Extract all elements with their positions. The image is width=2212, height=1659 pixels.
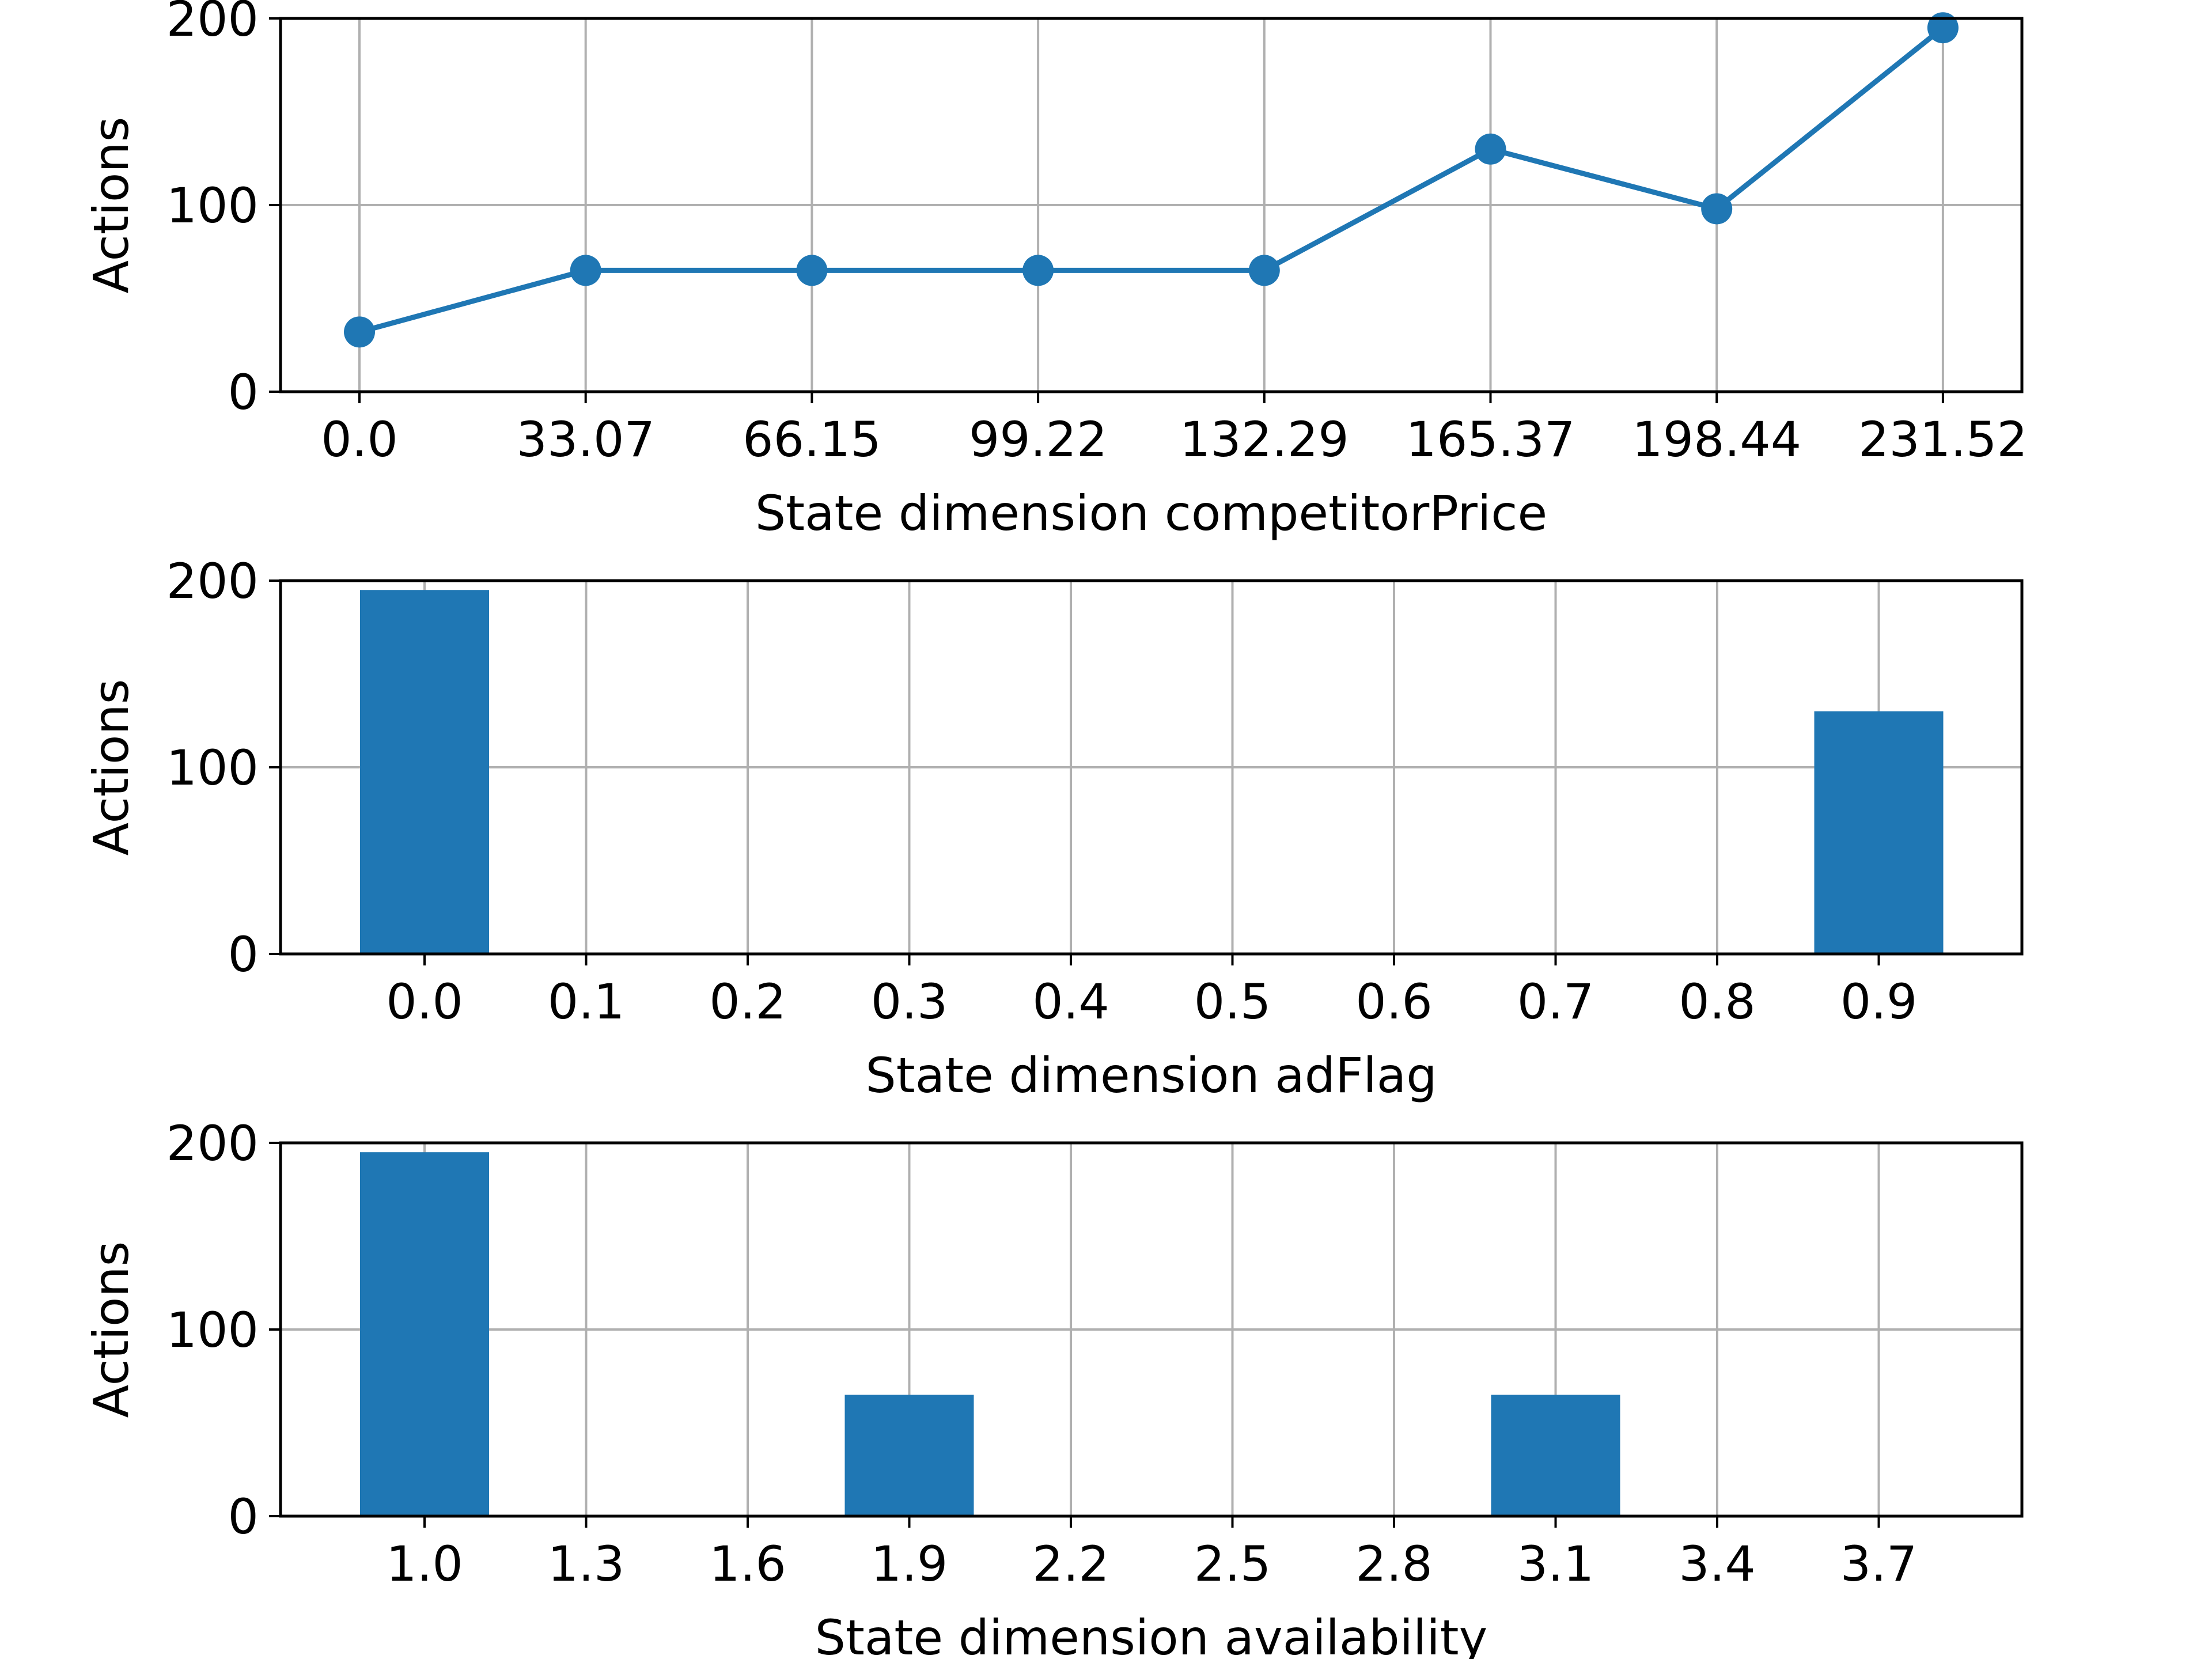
x-tick-label: 2.8: [1355, 1536, 1433, 1592]
y-tick-label: 100: [166, 1302, 259, 1358]
subplot-competitorPrice: 0.0 33.07 66.15 99.22 132.29 165.37 198.44 231.…: [83, 0, 2028, 541]
x-tick-label: 3.7: [1840, 1536, 1918, 1592]
y-tick-label: 0: [228, 364, 259, 421]
y-tick-label: 200: [166, 0, 259, 47]
x-tick-label: 0.8: [1679, 974, 1756, 1030]
data-point: [570, 255, 601, 286]
x-tick-label: 0.3: [871, 974, 948, 1030]
data-point: [1927, 12, 1959, 44]
data-point: [1701, 193, 1733, 225]
x-tick-label: 132.29: [1180, 411, 1349, 468]
data-point: [796, 255, 828, 286]
y-tick-label: 200: [166, 1115, 259, 1172]
x-tick-label: 0.2: [709, 974, 786, 1030]
bar: [360, 1152, 489, 1516]
x-tick-label: 231.52: [1858, 411, 2028, 468]
x-tick-label: 3.4: [1679, 1536, 1756, 1592]
x-tick-label: 0.4: [1032, 974, 1109, 1030]
y-axis-label: Actions: [83, 117, 139, 294]
x-tick-label: 1.3: [548, 1536, 625, 1592]
bar: [1491, 1395, 1620, 1516]
x-tick-label: 1.0: [386, 1536, 463, 1592]
x-tick-label: 165.37: [1406, 411, 1575, 468]
x-tick-label: 0.6: [1355, 974, 1433, 1030]
x-tick-label: 1.9: [871, 1536, 948, 1592]
subplot-availability: 1.0 1.3 1.6 1.9 2.2 2.5 2.8 3.1 3.4 3.7 0 100 200 St…: [83, 1115, 2024, 1659]
x-tick-label: 2.2: [1032, 1536, 1109, 1592]
x-tick-label: 198.44: [1632, 411, 1801, 468]
x-tick-label: 33.07: [516, 411, 654, 468]
y-tick-label: 100: [166, 740, 259, 796]
x-axis-label: State dimension adFlag: [865, 1047, 1437, 1104]
y-tick-label: 200: [166, 553, 259, 609]
series-line: [358, 25, 1945, 335]
x-tick-label: 66.15: [743, 411, 881, 468]
y-axis-label: Actions: [83, 1241, 139, 1418]
x-tick-label: 0.7: [1517, 974, 1594, 1030]
y-tick-label: 100: [166, 177, 259, 234]
data-point: [1475, 133, 1506, 165]
x-axis-label: State dimension availability: [815, 1609, 1488, 1659]
data-point: [344, 316, 375, 348]
x-tick-label: 0.1: [548, 974, 625, 1030]
x-tick-label: 0.0: [386, 974, 463, 1030]
y-tick-label: 0: [228, 926, 259, 983]
x-tick-label: 0.9: [1840, 974, 1918, 1030]
data-point: [1248, 255, 1280, 286]
bar: [844, 1395, 974, 1516]
x-tick-label: 1.6: [709, 1536, 786, 1592]
x-tick-label: 0.0: [321, 411, 398, 468]
x-tick-label: 99.22: [969, 411, 1107, 468]
x-tick-label: 2.5: [1194, 1536, 1271, 1592]
subplot-adFlag: 0.0 0.1 0.2 0.3 0.4 0.5 0.6 0.7 0.8 0.9 0 100 200 St…: [83, 553, 2024, 1104]
bar: [1814, 711, 1944, 954]
x-axis-label: State dimension competitorPrice: [755, 485, 1547, 541]
y-tick-label: 0: [228, 1488, 259, 1545]
x-tick-label: 3.1: [1517, 1536, 1594, 1592]
y-axis-label: Actions: [83, 679, 139, 856]
bar: [360, 590, 489, 954]
x-tick-label: 0.5: [1194, 974, 1271, 1030]
data-point: [1022, 255, 1054, 286]
